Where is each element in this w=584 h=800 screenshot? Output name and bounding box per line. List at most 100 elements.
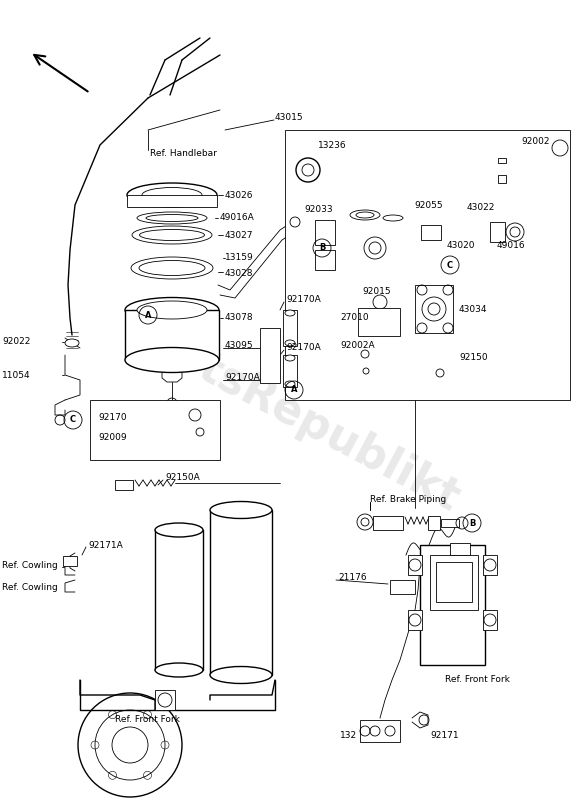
Bar xyxy=(125,310,219,360)
Text: 92170A: 92170A xyxy=(286,295,321,305)
Ellipse shape xyxy=(210,666,272,683)
Ellipse shape xyxy=(350,210,380,220)
Text: Ref. Cowling: Ref. Cowling xyxy=(2,582,58,591)
Text: 49016A: 49016A xyxy=(220,214,255,222)
Text: 43078: 43078 xyxy=(225,314,253,322)
Text: 92022: 92022 xyxy=(2,338,30,346)
Ellipse shape xyxy=(65,339,79,347)
Text: 92002A: 92002A xyxy=(340,341,374,350)
Text: C: C xyxy=(447,261,453,270)
Bar xyxy=(283,310,297,346)
Text: 92055: 92055 xyxy=(414,201,443,210)
Bar xyxy=(430,555,478,610)
Ellipse shape xyxy=(364,237,386,259)
Text: 92170: 92170 xyxy=(98,414,127,422)
Text: B: B xyxy=(469,518,475,527)
Bar xyxy=(115,480,133,490)
Ellipse shape xyxy=(210,502,272,518)
Bar xyxy=(428,516,440,530)
Text: 43020: 43020 xyxy=(447,241,475,250)
Ellipse shape xyxy=(155,523,203,537)
Bar xyxy=(408,555,422,575)
Bar xyxy=(210,510,272,675)
Bar xyxy=(483,555,497,575)
Ellipse shape xyxy=(142,187,202,202)
Bar xyxy=(360,720,400,742)
Text: 21176: 21176 xyxy=(338,573,367,582)
Ellipse shape xyxy=(369,242,381,254)
Bar xyxy=(283,355,297,387)
Text: Ref. Front Fork: Ref. Front Fork xyxy=(115,715,180,725)
Text: PartsRepublikt: PartsRepublikt xyxy=(117,309,467,522)
Text: Ref. Handlebar: Ref. Handlebar xyxy=(150,149,217,158)
Circle shape xyxy=(552,140,568,156)
Circle shape xyxy=(112,727,148,763)
Bar xyxy=(63,556,77,566)
Bar xyxy=(420,545,485,665)
Bar xyxy=(408,610,422,630)
Bar xyxy=(436,562,472,602)
Ellipse shape xyxy=(383,215,403,221)
Text: 132: 132 xyxy=(340,730,357,739)
Text: 92009: 92009 xyxy=(98,434,127,442)
Text: Ref. Brake Piping: Ref. Brake Piping xyxy=(370,495,446,505)
Bar xyxy=(155,690,175,710)
Bar xyxy=(155,530,203,670)
Ellipse shape xyxy=(285,355,295,361)
Text: 43022: 43022 xyxy=(467,202,495,211)
Text: 92033: 92033 xyxy=(304,206,333,214)
Ellipse shape xyxy=(285,340,295,346)
Text: 43015: 43015 xyxy=(275,114,304,122)
Ellipse shape xyxy=(131,257,213,279)
Ellipse shape xyxy=(137,212,207,224)
Bar xyxy=(483,610,497,630)
Text: 43028: 43028 xyxy=(225,269,253,278)
Ellipse shape xyxy=(139,261,205,275)
Text: A: A xyxy=(145,310,151,319)
Ellipse shape xyxy=(127,183,217,207)
Bar xyxy=(285,130,570,400)
Text: 92150A: 92150A xyxy=(165,474,200,482)
Text: Ref. Front Fork: Ref. Front Fork xyxy=(445,675,510,685)
Text: C: C xyxy=(70,415,76,425)
Ellipse shape xyxy=(356,212,374,218)
Text: 43095: 43095 xyxy=(225,341,253,350)
Text: 92171A: 92171A xyxy=(88,541,123,550)
Ellipse shape xyxy=(146,214,198,222)
Bar xyxy=(315,220,335,245)
Text: 43027: 43027 xyxy=(225,230,253,239)
Bar xyxy=(441,519,459,527)
Ellipse shape xyxy=(137,301,207,319)
Ellipse shape xyxy=(155,663,203,677)
Ellipse shape xyxy=(285,310,295,316)
Text: 27010: 27010 xyxy=(340,314,369,322)
Text: 49016: 49016 xyxy=(497,241,526,250)
Text: 92150: 92150 xyxy=(459,354,488,362)
Bar xyxy=(315,250,335,270)
Bar xyxy=(373,516,403,530)
Ellipse shape xyxy=(132,226,212,244)
Text: B: B xyxy=(319,243,325,253)
Bar xyxy=(390,580,415,594)
Text: 92015: 92015 xyxy=(362,287,391,297)
Bar xyxy=(421,225,441,240)
Ellipse shape xyxy=(285,381,295,387)
Text: 11054: 11054 xyxy=(2,370,30,379)
Ellipse shape xyxy=(125,347,219,373)
Text: 13236: 13236 xyxy=(318,141,347,150)
Bar xyxy=(498,175,506,183)
Bar xyxy=(450,543,470,555)
Text: 43034: 43034 xyxy=(459,306,488,314)
Text: 92002: 92002 xyxy=(521,138,550,146)
Bar xyxy=(127,195,217,207)
Ellipse shape xyxy=(140,230,204,241)
Text: 92170A: 92170A xyxy=(225,374,260,382)
Text: Ref. Cowling: Ref. Cowling xyxy=(2,561,58,570)
Ellipse shape xyxy=(125,298,219,322)
Bar xyxy=(498,158,506,163)
Text: 43026: 43026 xyxy=(225,190,253,199)
Text: 92170A: 92170A xyxy=(286,343,321,353)
Text: 92171: 92171 xyxy=(430,730,458,739)
Bar xyxy=(490,222,505,242)
Bar xyxy=(358,308,400,336)
